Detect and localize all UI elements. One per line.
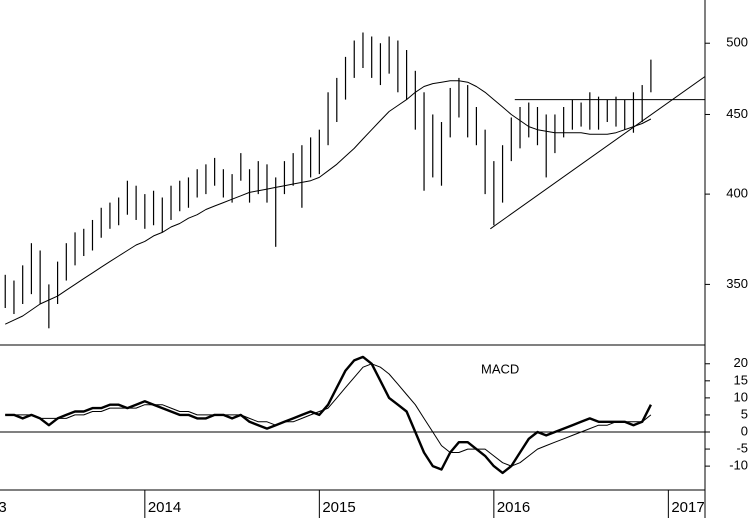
- y-tick-label: 500: [726, 35, 748, 50]
- y-tick-label: 0: [741, 423, 748, 438]
- x-tick-label: 2013: [0, 499, 7, 516]
- y-tick-label: -5: [736, 440, 748, 455]
- y-tick-label: 400: [726, 186, 748, 201]
- y-tick-label: 10: [734, 389, 748, 404]
- macd-line: [5, 355, 652, 475]
- panel-title: MACD: [481, 361, 519, 376]
- x-tick-label: 2017: [671, 499, 704, 516]
- x-tick-label: 2015: [322, 499, 355, 516]
- trend-line: [490, 76, 705, 230]
- signal-line: [5, 363, 652, 467]
- y-tick-label: 20: [734, 355, 748, 370]
- moving-average: [4, 80, 652, 325]
- plot-area: 2013 2014 2015 2016 2017: [0, 32, 705, 518]
- y-tick-label: 450: [726, 106, 748, 121]
- x-tick-label: 2016: [497, 499, 530, 516]
- y-tick-label: 5: [741, 406, 748, 421]
- y-tick-label: 350: [726, 276, 748, 291]
- y-tick-label: -10: [729, 458, 748, 473]
- y-tick-label: 15: [734, 372, 748, 387]
- x-tick-label: 2014: [148, 499, 181, 516]
